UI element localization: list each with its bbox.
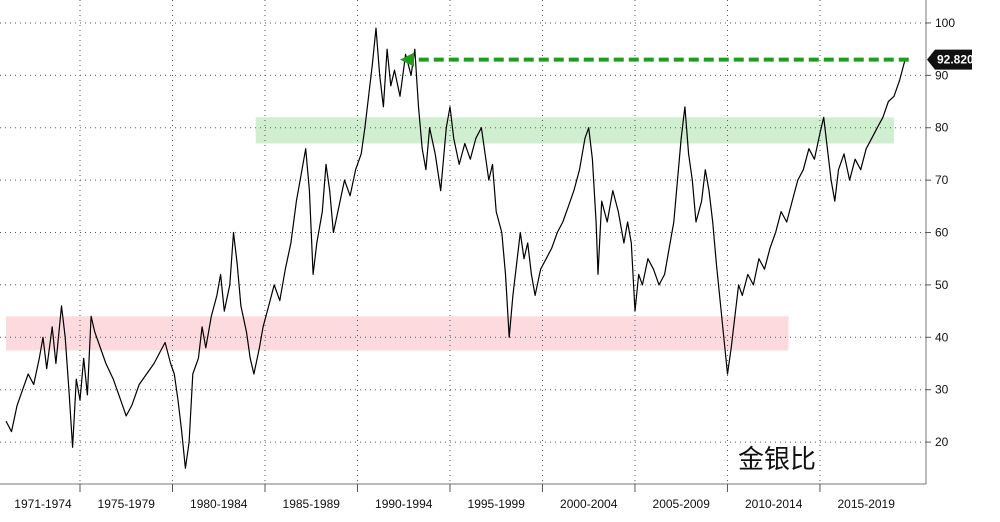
x-tick-label: 1985-1989 (283, 497, 341, 511)
x-tick-label: 2010-2014 (745, 497, 803, 511)
y-tick-label: 80 (935, 121, 949, 135)
y-tick-label: 40 (935, 330, 949, 344)
y-tick-label: 30 (935, 383, 949, 397)
series-group (5, 27, 906, 469)
y-tick-labels: 20 30 40 50 60 70 80 90 100 (926, 16, 955, 449)
last-value-badge-shape (927, 49, 972, 70)
green-band (255, 117, 894, 144)
plot-background (0, 0, 926, 484)
y-tick-label: 100 (935, 16, 955, 30)
y-tick-label: 90 (935, 68, 949, 82)
series-line (5, 27, 906, 469)
x-tick-label: 1971-1974 (14, 497, 72, 511)
x-tick-label: 2015-2019 (838, 497, 896, 511)
y-tick-label: 50 (935, 278, 949, 292)
x-tick-label: 1975-1979 (98, 497, 156, 511)
x-tick-label: 1995-1999 (468, 497, 526, 511)
red-band (6, 316, 789, 351)
gridlines (0, 0, 926, 484)
x-tick-labels: 1971-1974 1975-1979 1980-1984 1985-1989 1990… (14, 484, 895, 511)
chart-annotation: 金银比 (738, 445, 816, 475)
y-tick-label: 20 (935, 435, 949, 449)
last-value-text: 92.8207 (937, 53, 981, 67)
last-value-badge: 92.8207 (927, 49, 981, 70)
arrow-group (400, 52, 909, 67)
y-tick-label: 60 (935, 226, 949, 240)
x-tick-label: 2000-2004 (560, 497, 618, 511)
y-tick-label: 70 (935, 173, 949, 187)
highlight-bands (6, 117, 894, 351)
arrow-head (400, 52, 415, 67)
x-tick-label: 2005-2009 (653, 497, 711, 511)
x-tick-label: 1980-1984 (190, 497, 248, 511)
x-tick-label: 1990-1994 (375, 497, 433, 511)
